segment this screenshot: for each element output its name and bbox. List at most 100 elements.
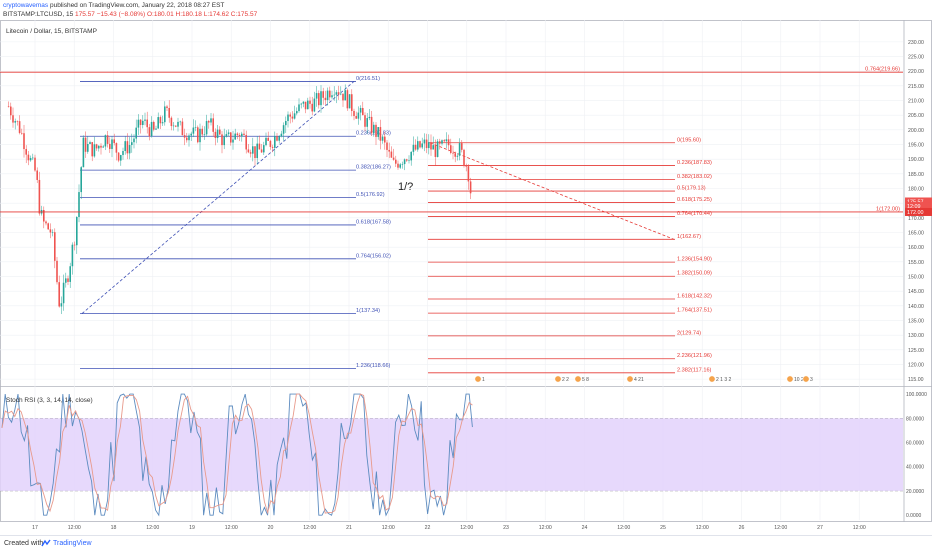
event-marker: 2 2 (554, 375, 569, 383)
price-axis-badge-text: 12:09 (907, 204, 921, 210)
chart-canvas[interactable]: 0(216.51) 0.236(197.83) 0.382(186.27) 0.5(1… (0, 20, 932, 535)
stoch-tick-label: 100.0000 (906, 392, 927, 398)
candle-body (18, 121, 21, 133)
candle-body (188, 135, 190, 141)
candle-body (461, 143, 463, 150)
candle-body (109, 143, 111, 149)
candle-body (331, 95, 333, 98)
candle-body (49, 229, 52, 233)
candle-body (205, 121, 208, 135)
candle-body (161, 122, 164, 124)
candle-body (139, 119, 142, 125)
candle-body (265, 137, 267, 146)
candle-body (381, 136, 384, 141)
flag-icon (574, 375, 582, 383)
candle-body (12, 115, 14, 123)
candle-body (117, 152, 120, 161)
candle-body (181, 121, 184, 136)
price-axis-badge (905, 197, 932, 206)
price-tick-label: 190.00 (908, 157, 924, 163)
candle-body (421, 143, 423, 148)
candle-body (313, 98, 316, 112)
fib-red-trendline (429, 142, 675, 240)
candle-body (80, 167, 82, 193)
candle-body (434, 145, 437, 157)
candle-body (271, 146, 274, 148)
candle-body (320, 91, 322, 106)
candle-body (172, 125, 175, 127)
candle-body (315, 93, 318, 99)
time-tick-label: 12:00 (539, 525, 552, 531)
candle-body (168, 108, 170, 118)
event-marker: 4 21 (626, 375, 644, 383)
candle-body (379, 127, 382, 141)
candle-body (280, 133, 283, 137)
candle-body (384, 136, 386, 143)
candle-body (375, 124, 377, 137)
candle-body (67, 278, 69, 282)
candle-body (223, 136, 225, 146)
candle-body (23, 133, 25, 150)
fib-red-label: 1.618(142.32) (677, 294, 712, 300)
candle-body (122, 151, 124, 156)
candle-body (87, 143, 89, 152)
price-axis-badge-text: 172.00 (907, 210, 924, 216)
candle-body (104, 135, 107, 147)
candle-body (439, 141, 441, 144)
price-tick-label: 115.00 (908, 377, 924, 383)
candle-body (113, 139, 115, 144)
candle-body (359, 107, 362, 113)
stoch-d-line (1, 393, 473, 515)
price-tick-label: 185.00 (908, 172, 924, 178)
fib-blue-label: 1.236(118.66) (356, 363, 391, 369)
fib-blue-label: 1(137.34) (356, 308, 380, 314)
axes: 230.00225.00220.00215.00210.00205.00200.… (32, 40, 927, 531)
candle-body (309, 100, 311, 104)
candle-body (357, 112, 360, 119)
tradingview-brand[interactable]: TradingView (53, 540, 92, 547)
candle-body (54, 232, 56, 261)
price-tick-label: 135.00 (908, 318, 924, 324)
event-marker: 1 (474, 375, 485, 383)
time-tick-label: 21 (346, 525, 352, 531)
candle-body (43, 209, 45, 222)
candle-body (410, 151, 412, 161)
price-tick-label: 220.00 (908, 69, 924, 75)
chart-header: cryptowavemas published on TradingView.c… (0, 0, 932, 20)
candle-body (153, 121, 155, 130)
time-tick-label: 27 (817, 525, 823, 531)
candle-body (16, 121, 19, 122)
time-tick-label: 25 (660, 525, 666, 531)
author-link[interactable]: cryptowavemas (3, 2, 49, 9)
price-tick-label: 215.00 (908, 84, 924, 90)
event-marker: 2 1 3 2 (708, 375, 732, 383)
candle-body (414, 144, 417, 150)
event-marker-count: 2 2 (562, 377, 569, 383)
time-tick-label: 19 (189, 525, 195, 531)
candle-body (89, 142, 91, 144)
candle-body (155, 128, 157, 130)
candle-body (93, 144, 96, 157)
price-tick-label: 180.00 (908, 187, 924, 193)
time-tick-label: 18 (111, 525, 117, 531)
candle-body (225, 134, 228, 137)
candle-body (106, 135, 109, 144)
fib-levels: 0(216.51) 0.236(197.83) 0.382(186.27) 0.5(1… (80, 76, 712, 373)
candle-body (69, 266, 71, 282)
flag-icon (786, 375, 794, 383)
price-tick-label: 150.00 (908, 274, 924, 280)
candle-body (419, 141, 421, 148)
candle-body (298, 104, 300, 112)
candle-body (51, 232, 54, 233)
fib-blue-label: 0.236(197.83) (356, 131, 391, 137)
candle-body (131, 142, 133, 146)
candle-body (38, 179, 41, 214)
event-marker-count: 10 2 (794, 377, 804, 383)
flag-icon (554, 375, 562, 383)
candle-body (25, 149, 27, 155)
price-axis-badge (905, 202, 932, 211)
candle-body (377, 127, 379, 137)
fib-red-label: 0.382(183.02) (677, 174, 712, 180)
candle-body (373, 124, 375, 134)
created-with-label: Created with (4, 540, 44, 547)
